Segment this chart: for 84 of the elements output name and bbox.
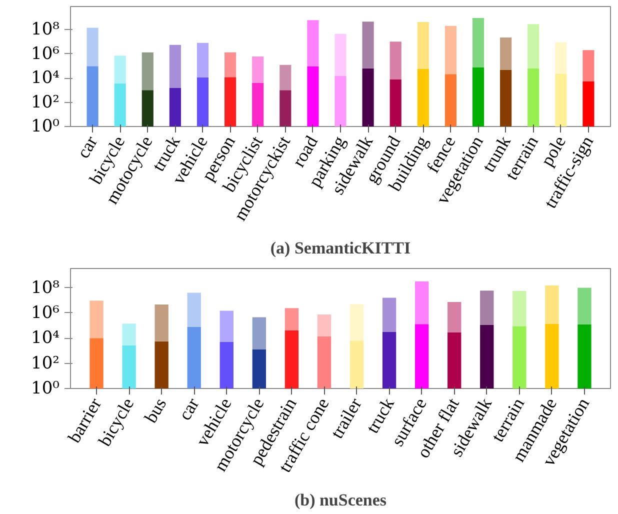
bar bbox=[284, 308, 299, 330]
bar bbox=[555, 74, 567, 126]
bar bbox=[500, 38, 512, 70]
bar bbox=[555, 42, 567, 74]
bar bbox=[187, 292, 201, 327]
bar bbox=[350, 340, 364, 388]
bar bbox=[382, 298, 396, 332]
bar bbox=[86, 28, 98, 66]
bar bbox=[284, 330, 299, 388]
bar bbox=[334, 34, 346, 76]
bar bbox=[480, 325, 494, 388]
bar bbox=[350, 304, 364, 341]
y-tick-label: 10⁸ bbox=[31, 278, 60, 298]
bar bbox=[280, 64, 292, 90]
bar bbox=[528, 68, 540, 126]
bar bbox=[196, 42, 209, 78]
bar bbox=[417, 68, 429, 126]
bar bbox=[252, 317, 266, 350]
text: (b) nuScenes bbox=[294, 490, 387, 510]
bar bbox=[582, 50, 594, 82]
bar bbox=[307, 66, 319, 126]
y-tick-label: 10⁶ bbox=[31, 44, 60, 64]
bar bbox=[154, 304, 168, 342]
bar bbox=[114, 83, 126, 126]
bar bbox=[317, 314, 332, 336]
bar bbox=[545, 286, 559, 324]
bar bbox=[578, 324, 592, 388]
bar bbox=[444, 74, 456, 126]
bar bbox=[414, 324, 429, 388]
bar bbox=[224, 77, 236, 126]
y-tick-label: 10⁴ bbox=[31, 328, 60, 348]
bar bbox=[187, 326, 201, 388]
bar bbox=[220, 342, 234, 388]
bar bbox=[512, 291, 526, 326]
bar bbox=[252, 349, 266, 388]
bar bbox=[86, 66, 98, 126]
bar bbox=[545, 324, 559, 388]
bar bbox=[528, 24, 540, 68]
bar bbox=[480, 290, 494, 326]
bar bbox=[448, 302, 462, 333]
bar bbox=[444, 26, 456, 74]
x-tick-label: car bbox=[174, 394, 203, 424]
bar bbox=[334, 76, 346, 126]
y-tick-label: 10⁰ bbox=[31, 378, 60, 398]
y-tick-label: 10⁸ bbox=[31, 20, 60, 40]
y-tick-label: 10⁰ bbox=[31, 116, 60, 136]
y-tick-label: 10⁴ bbox=[31, 68, 60, 88]
bar bbox=[390, 79, 402, 126]
bar bbox=[448, 332, 462, 388]
bar bbox=[578, 288, 592, 325]
bar bbox=[142, 90, 154, 126]
bar bbox=[252, 56, 264, 83]
bar bbox=[252, 82, 264, 126]
bar bbox=[512, 326, 526, 388]
bar bbox=[500, 70, 512, 126]
bar bbox=[280, 90, 292, 126]
bar bbox=[382, 332, 396, 388]
bar bbox=[220, 310, 234, 342]
bar bbox=[390, 42, 402, 80]
bar bbox=[169, 88, 181, 126]
bar bbox=[122, 324, 136, 346]
y-tick-label: 10² bbox=[31, 353, 60, 374]
bar bbox=[472, 18, 484, 68]
bar bbox=[414, 281, 429, 324]
bar bbox=[196, 78, 209, 126]
bar bbox=[362, 22, 374, 68]
text: (a) SemanticKITTI bbox=[270, 238, 412, 258]
bar bbox=[224, 52, 236, 78]
bar bbox=[317, 336, 332, 388]
bar bbox=[154, 341, 168, 388]
bar bbox=[362, 68, 374, 126]
bar bbox=[90, 338, 104, 388]
y-tick-label: 10² bbox=[31, 92, 60, 112]
bar bbox=[307, 20, 319, 66]
y-tick-label: 10⁶ bbox=[31, 302, 60, 323]
bar bbox=[472, 67, 484, 126]
bar bbox=[114, 56, 126, 84]
bar bbox=[582, 81, 594, 126]
bar bbox=[90, 300, 104, 338]
bar bbox=[142, 52, 154, 90]
x-tick-label: bus bbox=[140, 394, 170, 426]
bar bbox=[169, 44, 181, 88]
bar bbox=[122, 345, 136, 388]
bar bbox=[417, 22, 429, 69]
